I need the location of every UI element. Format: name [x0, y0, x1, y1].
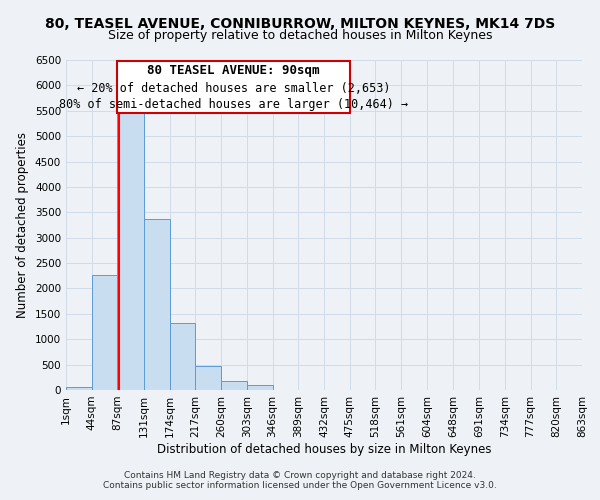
X-axis label: Distribution of detached houses by size in Milton Keynes: Distribution of detached houses by size … [157, 442, 491, 456]
Bar [221, 380, 247, 390]
Bar [170, 324, 195, 390]
Bar [118, 114, 144, 390]
FancyBboxPatch shape [118, 60, 350, 114]
Text: 80, TEASEL AVENUE, CONNIBURROW, MILTON KEYNES, MK14 7DS: 80, TEASEL AVENUE, CONNIBURROW, MILTON K… [45, 18, 555, 32]
Text: Contains public sector information licensed under the Open Government Licence v3: Contains public sector information licen… [103, 482, 497, 490]
Text: Contains HM Land Registry data © Crown copyright and database right 2024.: Contains HM Land Registry data © Crown c… [124, 472, 476, 480]
Bar [144, 219, 170, 390]
Bar [195, 366, 221, 390]
Text: ← 20% of detached houses are smaller (2,653): ← 20% of detached houses are smaller (2,… [77, 82, 391, 95]
Text: 80% of semi-detached houses are larger (10,464) →: 80% of semi-detached houses are larger (… [59, 98, 408, 111]
Bar [92, 275, 118, 390]
Bar [247, 386, 272, 390]
Y-axis label: Number of detached properties: Number of detached properties [16, 132, 29, 318]
Text: 80 TEASEL AVENUE: 90sqm: 80 TEASEL AVENUE: 90sqm [148, 64, 320, 77]
Bar [66, 388, 92, 390]
Text: Size of property relative to detached houses in Milton Keynes: Size of property relative to detached ho… [108, 29, 492, 42]
